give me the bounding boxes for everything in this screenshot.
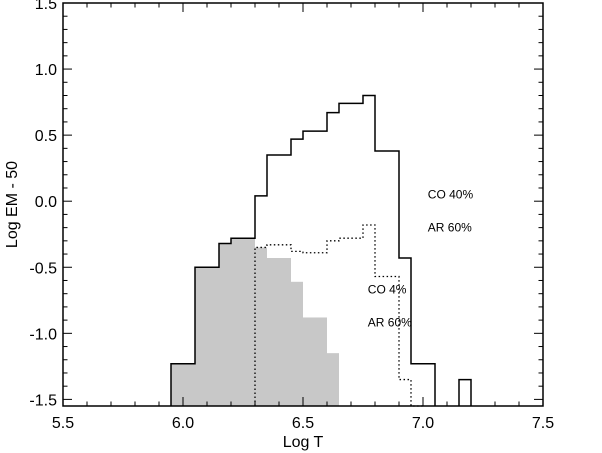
filled-bin-8 — [327, 353, 339, 406]
ticks-layer — [62, 2, 544, 406]
y-tick-label: -0.5 — [29, 260, 57, 277]
x-tick-label: 7.5 — [532, 415, 554, 432]
x-tick-label: 6.0 — [172, 415, 194, 432]
filled-bin-3 — [231, 238, 255, 406]
labels-layer: 5.5 6.0 6.5 7.0 7.5 -1.5 -1.0 -0.5 0.0 0.5 1.0 1.5 C… — [29, 0, 554, 432]
plot-layer — [170, 94, 472, 407]
annotation-label: CO 4% — [368, 283, 407, 297]
series-dotted-step — [254, 224, 423, 407]
x-tick-label: 7.0 — [412, 415, 434, 432]
x-tick-label: 6.5 — [292, 415, 314, 432]
filled-bin-6 — [291, 281, 303, 406]
y-tick-label: -1.0 — [29, 326, 57, 343]
series-filled-step — [171, 238, 339, 406]
y-tick-label: -1.5 — [29, 392, 57, 409]
filled-bin-2 — [219, 243, 231, 406]
annotation-label: CO 40% — [428, 188, 474, 202]
step-line-solid-step — [170, 94, 472, 406]
x-tick-label: 5.5 — [52, 415, 74, 432]
y-tick-label: 0.5 — [35, 128, 57, 145]
x-axis-title: Log T — [283, 434, 324, 451]
y-axis-title: Log EM - 50 — [4, 161, 21, 248]
filled-bin-4 — [255, 247, 267, 406]
annotation-label: AR 60% — [428, 221, 472, 235]
step-line-dotted-step — [254, 224, 423, 407]
filled-bin-5 — [267, 258, 291, 406]
y-tick-label: 0.0 — [35, 194, 57, 211]
filled-bin-1 — [195, 267, 219, 406]
series-solid-step — [170, 94, 472, 406]
annotation-label: AR 60% — [368, 316, 412, 330]
filled-bin-7 — [303, 317, 327, 406]
y-tick-label: 1.0 — [35, 62, 57, 79]
y-tick-label: 1.5 — [35, 0, 57, 13]
